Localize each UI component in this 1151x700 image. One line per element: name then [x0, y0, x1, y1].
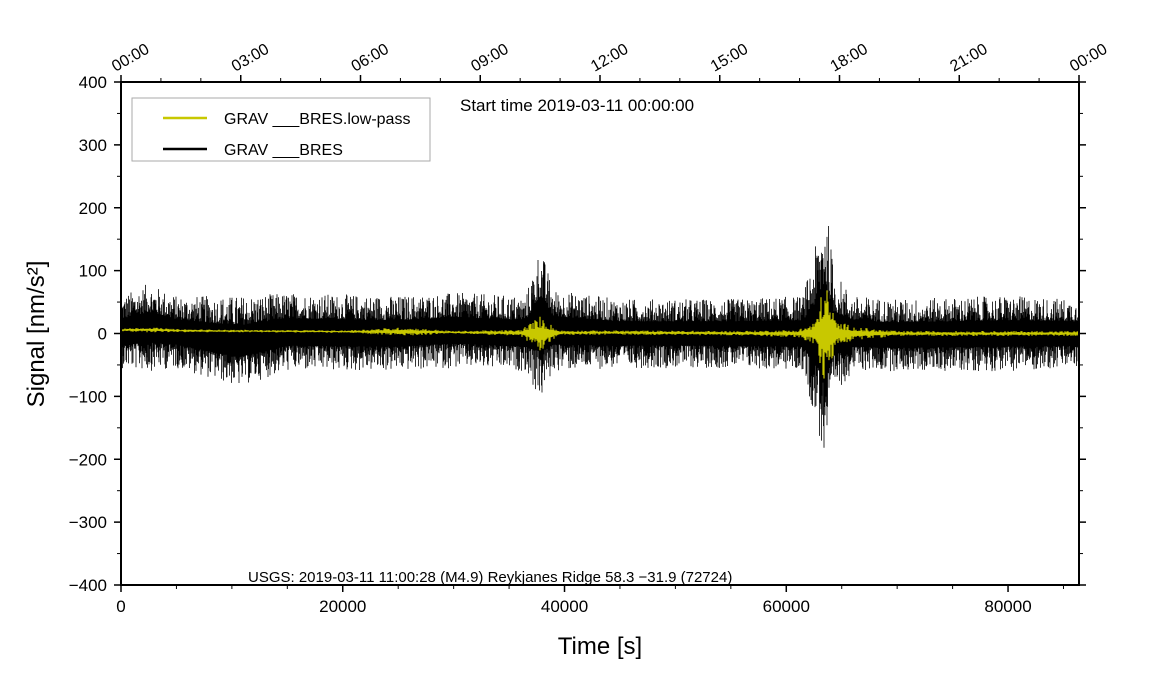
- y-tick-label: −300: [69, 513, 107, 532]
- traces: [121, 226, 1079, 448]
- top-tick-label: 21:00: [947, 41, 990, 76]
- x-tick-label: 20000: [319, 597, 366, 616]
- trace-raw: [121, 226, 1079, 448]
- x-axis-label: Time [s]: [558, 633, 642, 660]
- x-tick-label: 80000: [984, 597, 1031, 616]
- top-tick-label: 12:00: [588, 41, 631, 76]
- y-tick-label: 400: [79, 73, 107, 92]
- legend-box: [131, 97, 431, 162]
- top-tick-label: 00:00: [109, 41, 152, 76]
- x-tick-label: 0: [116, 597, 125, 616]
- chart-title: Start time 2019-03-11 00:00:00: [460, 96, 694, 115]
- y-tick-label: 300: [79, 136, 107, 155]
- x-tick-label: 40000: [541, 597, 588, 616]
- y-tick-label: 100: [79, 262, 107, 281]
- y-tick-label: 0: [98, 325, 107, 344]
- top-tick-label: 15:00: [708, 41, 751, 76]
- y-tick-label: −400: [69, 576, 107, 595]
- y-axis-label: Signal [nm/s²]: [23, 261, 50, 408]
- top-tick-label: 18:00: [828, 41, 871, 76]
- event-annotation: USGS: 2019-03-11 11:00:28 (M4.9) Reykjan…: [248, 569, 732, 586]
- top-tick-label: 09:00: [468, 41, 511, 76]
- top-tick-label: 03:00: [229, 41, 272, 76]
- y-tick-label: 200: [79, 199, 107, 218]
- top-tick-label: 06:00: [349, 41, 392, 76]
- legend-label-raw: GRAV ___BRES: [224, 142, 343, 159]
- y-tick-label: −200: [69, 450, 107, 469]
- y-tick-label: −100: [69, 387, 107, 406]
- top-tick-label: 00:00: [1067, 41, 1110, 76]
- legend: GRAV ___BRES.low-pass GRAV ___BRES: [131, 97, 431, 162]
- x-tick-label: 60000: [763, 597, 810, 616]
- legend-label-lowpass: GRAV ___BRES.low-pass: [224, 111, 410, 128]
- y-axis-label-text: Signal [nm/s²]: [23, 261, 50, 408]
